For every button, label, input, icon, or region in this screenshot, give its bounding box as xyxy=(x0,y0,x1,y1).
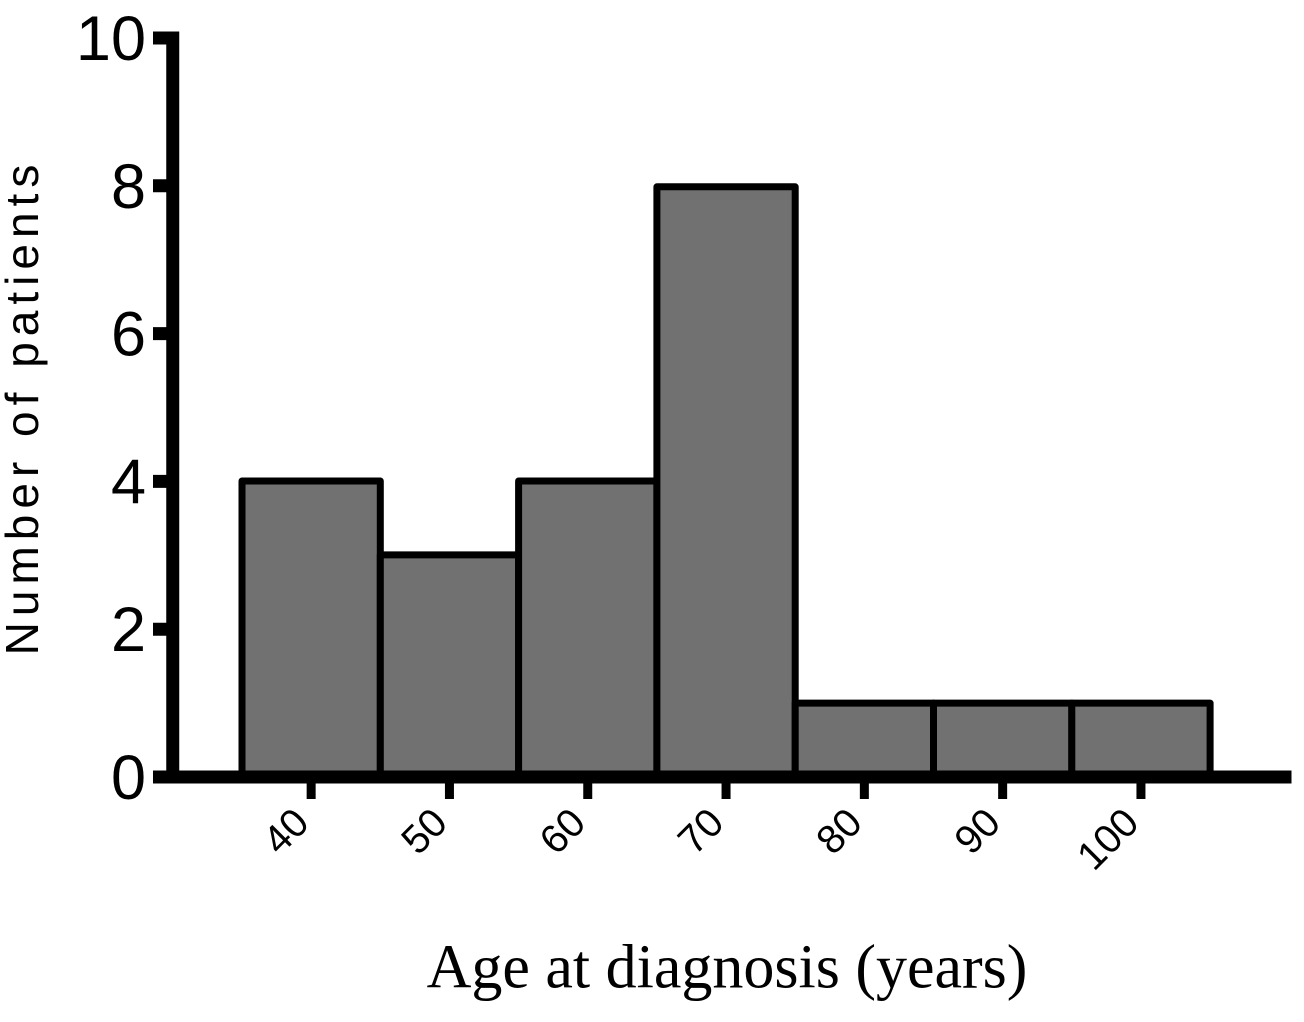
svg-text:4: 4 xyxy=(111,447,146,517)
svg-text:2: 2 xyxy=(111,595,146,665)
svg-text:Number of patients: Number of patients xyxy=(0,159,48,656)
svg-text:8: 8 xyxy=(111,152,146,222)
svg-text:10: 10 xyxy=(76,4,146,74)
svg-text:Age at diagnosis (years): Age at diagnosis (years) xyxy=(427,933,1028,1001)
svg-text:0: 0 xyxy=(111,743,146,813)
svg-text:6: 6 xyxy=(111,300,146,370)
